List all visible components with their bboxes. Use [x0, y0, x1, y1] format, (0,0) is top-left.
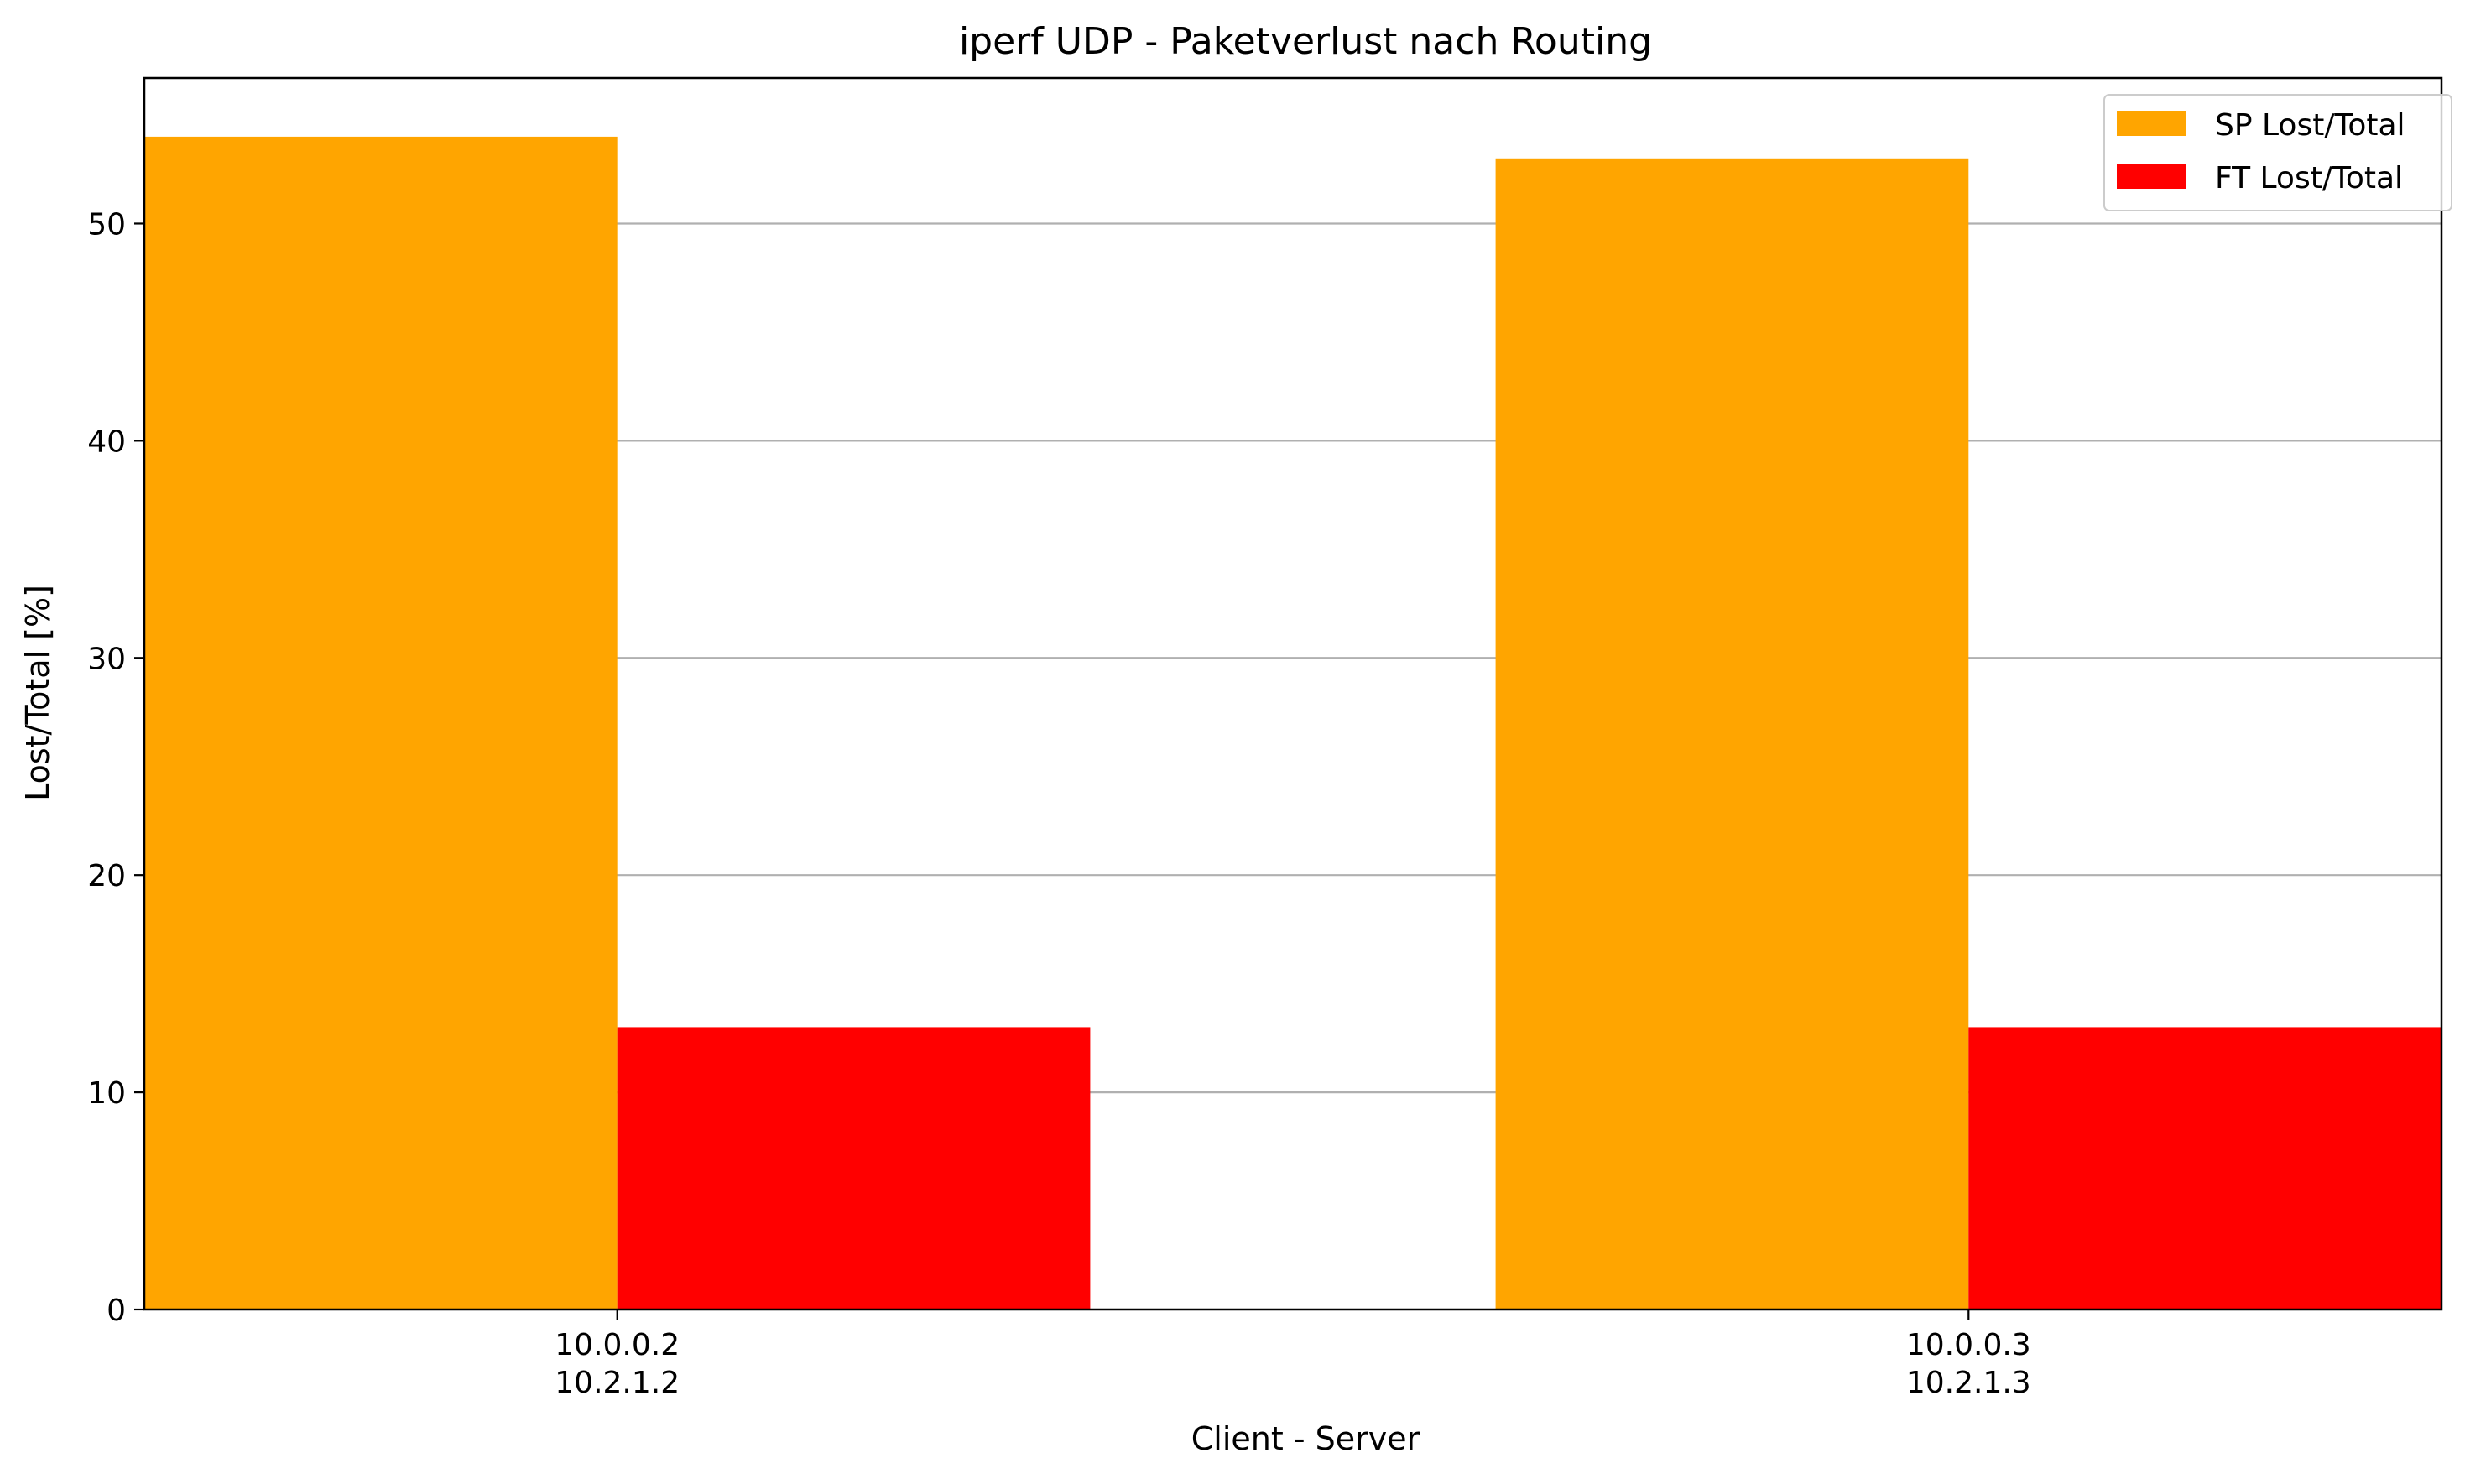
x-tick-label: 10.2.1.2 — [555, 1366, 680, 1400]
y-tick-label: 20 — [87, 859, 126, 893]
legend-frame — [2103, 94, 2452, 211]
x-tick-label: 10.2.1.3 — [1906, 1366, 2031, 1400]
legend-swatch-sp — [2117, 111, 2186, 136]
y-tick-label: 0 — [107, 1294, 126, 1328]
legend-label-sp: SP Lost/Total — [2215, 108, 2405, 143]
legend-label-ft: FT Lost/Total — [2215, 161, 2403, 195]
legend-swatch-ft — [2117, 164, 2186, 189]
y-tick-label: 40 — [87, 424, 126, 459]
bar — [144, 136, 618, 1310]
x-tick-label: 10.0.0.2 — [555, 1328, 680, 1362]
y-tick-label: 50 — [87, 207, 126, 242]
x-axis-label: Client - Server — [1191, 1420, 1420, 1457]
x-ticks: 10.0.0.2 10.2.1.2 10.0.0.3 10.2.1.3 — [555, 1310, 2031, 1400]
y-tick-label: 30 — [87, 642, 126, 676]
bar — [1495, 158, 1969, 1310]
bar — [1968, 1027, 2441, 1310]
chart-title: iperf UDP - Paketverlust nach Routing — [959, 20, 1652, 63]
legend: SP Lost/Total FT Lost/Total — [2103, 94, 2452, 211]
x-tick-label: 10.0.0.3 — [1906, 1328, 2031, 1362]
y-tick-label: 10 — [87, 1076, 126, 1111]
y-axis-label: Lost/Total [%] — [19, 585, 56, 801]
plot-frame — [143, 76, 2443, 1311]
bar — [617, 1027, 1091, 1310]
y-ticks: 0 10 20 30 40 50 — [87, 207, 144, 1328]
bars — [144, 136, 2441, 1310]
